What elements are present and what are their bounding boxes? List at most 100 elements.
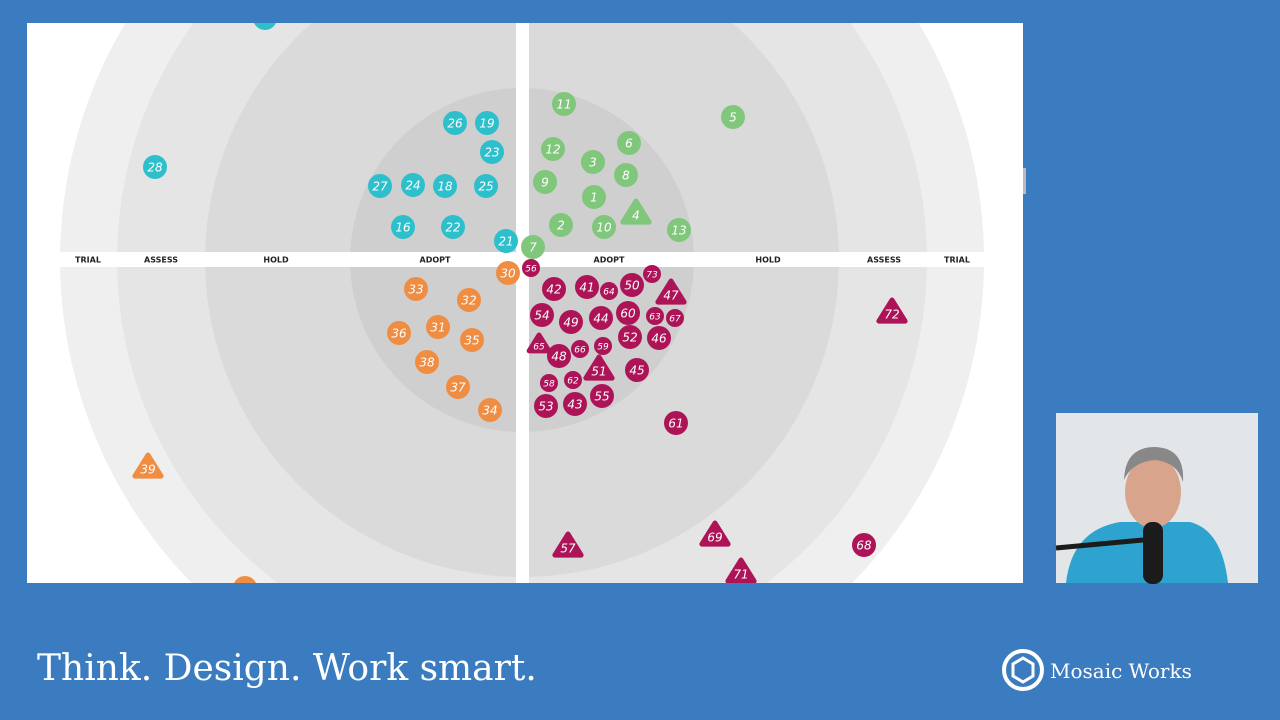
blip-shape <box>521 235 545 259</box>
blip-label: 37 <box>450 381 466 395</box>
blip: 2 <box>549 213 573 237</box>
blip: 16 <box>391 215 415 239</box>
blip-label: 31 <box>430 321 445 335</box>
blip-shape <box>474 174 498 198</box>
blip-shape <box>391 215 415 239</box>
blip-shape <box>552 531 584 558</box>
blip: 38 <box>415 350 439 374</box>
blip-label: 10 <box>596 221 612 235</box>
blip-shape <box>549 213 573 237</box>
blip-label: 5 <box>729 111 737 125</box>
blip-shape <box>552 92 576 116</box>
blip-shape <box>426 315 450 339</box>
blip: 13 <box>667 218 691 242</box>
blip-label: 72 <box>884 308 899 322</box>
blip-shape <box>401 173 425 197</box>
ring-label: TRIAL <box>944 256 970 265</box>
blip-label: 11 <box>556 98 571 112</box>
blip-shape <box>443 111 467 135</box>
blip-label: 35 <box>464 334 479 348</box>
blip-shape <box>852 533 876 557</box>
blip-shape <box>646 307 664 325</box>
blip-label: 71 <box>733 568 748 582</box>
blip-label: 67 <box>669 315 681 325</box>
blip: 26 <box>443 111 467 135</box>
blip: 11 <box>552 92 576 116</box>
blip-label: 49 <box>563 316 578 330</box>
radar: TRIAL ASSESS HOLD ADOPT ADOPT HOLD ASSESS TRIAL… <box>27 23 1023 583</box>
blip-shape <box>496 261 520 285</box>
blip-shape <box>542 277 566 301</box>
blip-label: 16 <box>395 221 411 235</box>
blip-partial <box>254 23 276 30</box>
blip-label: 30 <box>500 267 516 281</box>
blip-label: 62 <box>567 377 579 387</box>
blip: 6 <box>617 131 641 155</box>
blip-label: 58 <box>543 380 555 390</box>
blip-label: 13 <box>671 224 686 238</box>
blip-label: 23 <box>484 146 499 160</box>
blip-shape <box>625 358 649 382</box>
ring-label: ADOPT <box>594 256 625 265</box>
blip: 63 <box>646 307 664 325</box>
blip-shape <box>457 288 481 312</box>
blip: 53 <box>534 394 558 418</box>
blip-shape <box>655 278 687 305</box>
blip-label: 63 <box>649 313 661 323</box>
blip: 68 <box>852 533 876 557</box>
ring-label: TRIAL <box>75 256 101 265</box>
blip-label: 4 <box>632 209 640 223</box>
blip-shape <box>387 321 411 345</box>
blip-shape <box>441 215 465 239</box>
blip-shape <box>415 350 439 374</box>
divider-cap <box>27 252 60 267</box>
blip: 4 <box>620 198 652 225</box>
blip-label: 27 <box>372 180 388 194</box>
blip: 19 <box>475 111 499 135</box>
blip: 60 <box>616 301 640 325</box>
blip-shape <box>547 344 571 368</box>
blip-label: 60 <box>620 307 636 321</box>
blip-label: 68 <box>856 539 872 553</box>
blip-shape <box>725 557 757 583</box>
blip: 65 <box>526 332 552 354</box>
blip-label: 42 <box>546 283 561 297</box>
blip-label: 57 <box>560 542 576 556</box>
blip: 56 <box>522 259 540 277</box>
blip-label: 28 <box>147 161 163 175</box>
blip-label: 65 <box>533 343 545 353</box>
scrollbar <box>1023 168 1026 194</box>
blip: 48 <box>547 344 571 368</box>
blip-shape <box>526 332 552 354</box>
blip: 22 <box>441 215 465 239</box>
blip-shape <box>667 218 691 242</box>
blip-label: 43 <box>567 398 582 412</box>
blip: 67 <box>666 309 684 327</box>
brand-name: Mosaic Works <box>1050 659 1192 683</box>
blip-shape <box>600 282 618 300</box>
blip-shape <box>564 371 582 389</box>
blip-shape <box>571 340 589 358</box>
blip-label: 32 <box>461 294 476 308</box>
blip: 44 <box>589 306 613 330</box>
blip-label: 61 <box>668 417 683 431</box>
blip-label: 26 <box>447 117 463 131</box>
blip: 45 <box>625 358 649 382</box>
ring-label: ASSESS <box>867 256 901 265</box>
blip-label: 8 <box>622 169 630 183</box>
webcam <box>1055 413 1258 584</box>
blip-shape <box>460 328 484 352</box>
blip: 33 <box>404 277 428 301</box>
ring-label: ASSESS <box>144 256 178 265</box>
blip-label: 66 <box>574 346 586 356</box>
blip-shape <box>616 301 640 325</box>
blip: 32 <box>457 288 481 312</box>
blip-label: 7 <box>529 241 537 255</box>
blip: 50 <box>620 273 644 297</box>
blip: 42 <box>542 277 566 301</box>
blip: 27 <box>368 174 392 198</box>
blip-label: 36 <box>391 327 407 341</box>
blip: 24 <box>401 173 425 197</box>
vertical-divider <box>516 23 529 583</box>
